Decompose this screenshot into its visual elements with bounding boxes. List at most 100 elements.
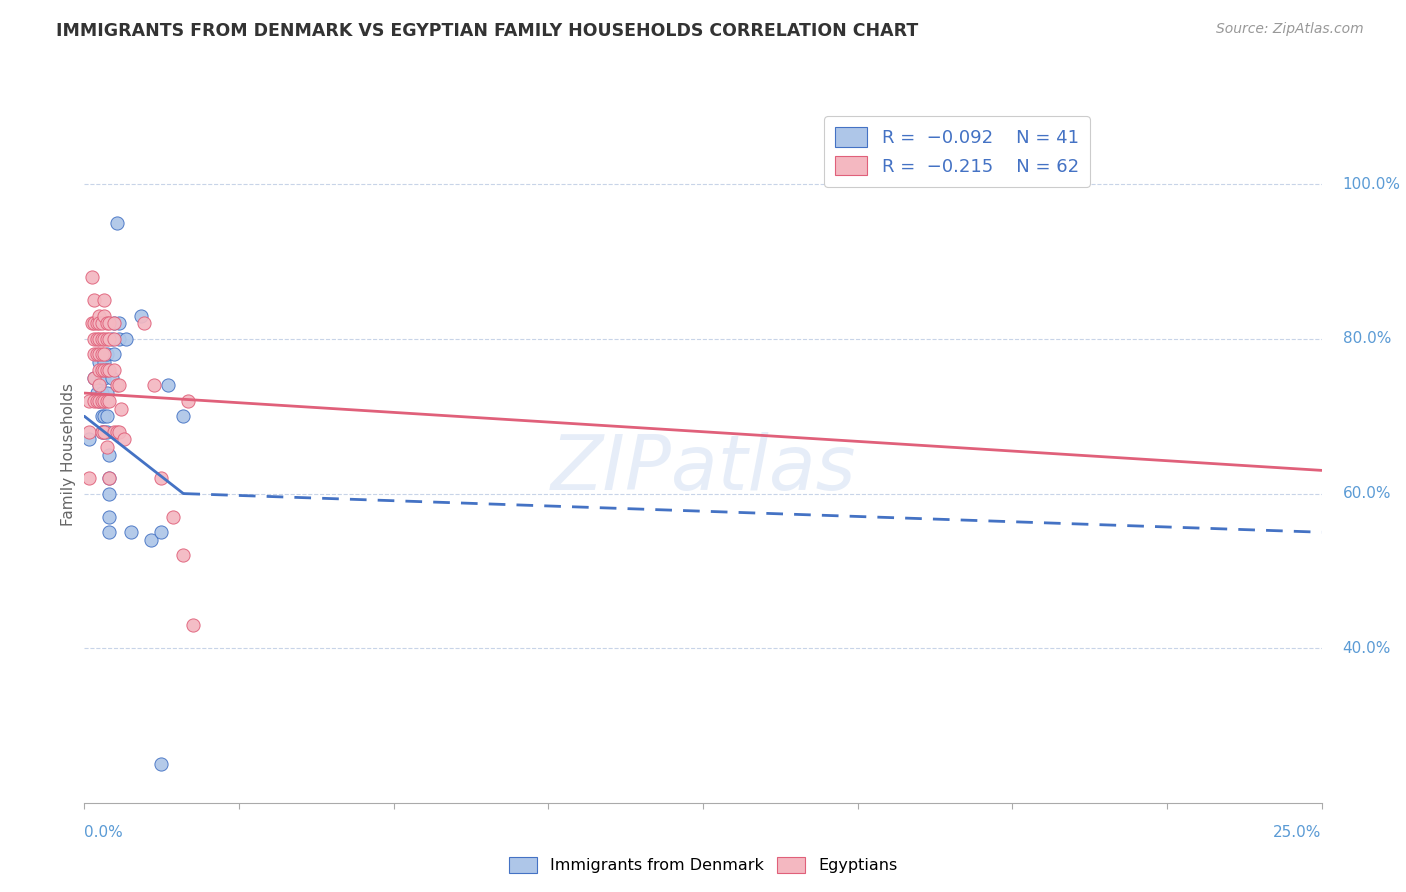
Point	[90, 363, 112, 377]
Point	[83, 347, 105, 361]
Point	[90, 425, 112, 439]
Point	[96, 317, 118, 331]
Point	[96, 386, 118, 401]
Point	[98, 525, 121, 540]
Point	[100, 370, 122, 384]
Point	[86, 332, 108, 346]
Point	[98, 393, 121, 408]
Point	[93, 425, 115, 439]
Point	[103, 347, 125, 361]
Point	[86, 317, 108, 331]
Point	[93, 393, 115, 408]
Point	[80, 270, 103, 285]
Point	[96, 440, 118, 454]
Text: 40.0%: 40.0%	[1343, 640, 1391, 656]
Point	[90, 317, 112, 331]
Point	[89, 355, 111, 369]
Point	[89, 393, 111, 408]
Point	[90, 347, 112, 361]
Text: 25.0%: 25.0%	[1274, 825, 1322, 840]
Point	[89, 309, 111, 323]
Point	[150, 471, 173, 485]
Point	[98, 317, 121, 331]
Point	[90, 332, 112, 346]
Point	[89, 317, 111, 331]
Point	[181, 618, 204, 632]
Point	[79, 471, 101, 485]
Point	[93, 355, 115, 369]
Point	[83, 370, 105, 384]
Point	[141, 533, 163, 547]
Point	[90, 393, 112, 408]
Point	[93, 370, 115, 384]
Point	[90, 363, 112, 377]
Point	[86, 393, 108, 408]
Point	[110, 401, 132, 416]
Point	[96, 393, 118, 408]
Point	[93, 293, 115, 308]
Point	[86, 347, 108, 361]
Point	[90, 370, 112, 384]
Point	[108, 332, 131, 346]
Point	[132, 317, 155, 331]
Point	[89, 347, 111, 361]
Point	[89, 363, 111, 377]
Text: IMMIGRANTS FROM DENMARK VS EGYPTIAN FAMILY HOUSEHOLDS CORRELATION CHART: IMMIGRANTS FROM DENMARK VS EGYPTIAN FAMI…	[56, 22, 918, 40]
Point	[172, 549, 194, 563]
Point	[108, 378, 131, 392]
Point	[93, 363, 115, 377]
Point	[93, 425, 115, 439]
Point	[83, 370, 105, 384]
Point	[93, 309, 115, 323]
Point	[129, 309, 152, 323]
Point	[103, 317, 125, 331]
Point	[79, 425, 101, 439]
Point	[93, 393, 115, 408]
Point	[112, 433, 135, 447]
Point	[105, 425, 128, 439]
Point	[150, 757, 173, 772]
Point	[142, 378, 165, 392]
Point	[162, 509, 184, 524]
Point	[86, 386, 108, 401]
Point	[105, 378, 128, 392]
Point	[93, 332, 115, 346]
Point	[98, 363, 121, 377]
Point	[177, 393, 200, 408]
Point	[96, 332, 118, 346]
Point	[96, 363, 118, 377]
Point	[105, 216, 128, 230]
Point	[98, 448, 121, 462]
Point	[157, 378, 180, 392]
Y-axis label: Family Households: Family Households	[60, 384, 76, 526]
Text: Source: ZipAtlas.com: Source: ZipAtlas.com	[1216, 22, 1364, 37]
Point	[98, 509, 121, 524]
Point	[80, 317, 103, 331]
Point	[108, 317, 131, 331]
Point	[90, 409, 112, 424]
Point	[172, 409, 194, 424]
Point	[89, 332, 111, 346]
Legend: Immigrants from Denmark, Egyptians: Immigrants from Denmark, Egyptians	[502, 850, 904, 880]
Point	[83, 393, 105, 408]
Point	[103, 363, 125, 377]
Point	[83, 332, 105, 346]
Point	[120, 525, 142, 540]
Text: 60.0%: 60.0%	[1343, 486, 1391, 501]
Text: ZIPatlas: ZIPatlas	[550, 432, 856, 506]
Point	[115, 332, 138, 346]
Point	[103, 332, 125, 346]
Point	[89, 378, 111, 392]
Point	[96, 425, 118, 439]
Text: 100.0%: 100.0%	[1343, 177, 1400, 192]
Point	[98, 332, 121, 346]
Point	[93, 409, 115, 424]
Point	[83, 293, 105, 308]
Legend: R =  −0.092    N = 41, R =  −0.215    N = 62: R = −0.092 N = 41, R = −0.215 N = 62	[824, 116, 1090, 186]
Point	[83, 317, 105, 331]
Point	[98, 471, 121, 485]
Text: 80.0%: 80.0%	[1343, 332, 1391, 346]
Point	[150, 525, 173, 540]
Point	[96, 363, 118, 377]
Point	[103, 425, 125, 439]
